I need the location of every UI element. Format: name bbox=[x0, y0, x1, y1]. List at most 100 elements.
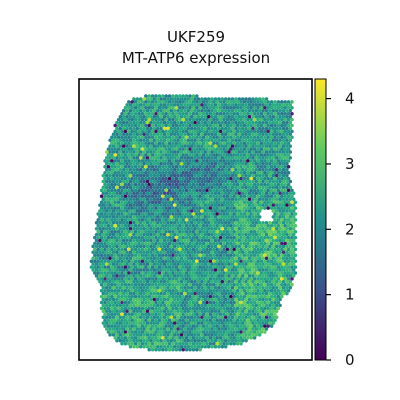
tissue-spot bbox=[154, 153, 158, 157]
tissue-spot bbox=[157, 111, 162, 116]
tissue-spot bbox=[123, 271, 128, 275]
tissue-spot bbox=[104, 162, 109, 166]
tissue-spot bbox=[285, 167, 289, 172]
tissue-spot bbox=[164, 147, 168, 151]
tissue-spot bbox=[212, 117, 216, 122]
tissue-spot bbox=[188, 342, 192, 346]
tissue-spot bbox=[178, 253, 182, 258]
tissue-spot bbox=[137, 147, 141, 151]
tissue-spot bbox=[230, 150, 235, 154]
tissue-spot bbox=[271, 132, 276, 137]
tissue-spot bbox=[254, 126, 259, 131]
tissue-spot bbox=[249, 123, 253, 128]
tissue-spot bbox=[210, 173, 214, 178]
tissue-spot bbox=[130, 212, 134, 216]
tissue-spot bbox=[171, 241, 175, 246]
tissue-spot bbox=[285, 191, 289, 196]
tissue-spot bbox=[176, 344, 180, 349]
tissue-spot bbox=[144, 294, 148, 299]
tissue-spot bbox=[223, 226, 228, 231]
tissue-spot bbox=[162, 215, 167, 219]
tissue-spot bbox=[256, 288, 260, 293]
tissue-spot bbox=[178, 117, 182, 122]
tissue-spot bbox=[120, 324, 124, 328]
tissue-spot bbox=[213, 303, 218, 308]
tissue-spot bbox=[276, 218, 281, 222]
tissue-spot bbox=[271, 197, 276, 201]
tissue-spot bbox=[193, 173, 197, 178]
tissue-spot bbox=[288, 250, 293, 255]
tissue-spot bbox=[125, 303, 129, 308]
tissue-spot bbox=[208, 194, 213, 199]
tissue-spot bbox=[225, 247, 230, 252]
tissue-spot bbox=[150, 277, 155, 281]
tissue-spot bbox=[138, 315, 143, 319]
tissue-spot bbox=[157, 123, 162, 128]
tissue-spot bbox=[152, 339, 157, 343]
tissue-spot bbox=[133, 277, 138, 281]
tissue-spot bbox=[128, 138, 133, 142]
tissue-spot bbox=[181, 294, 185, 299]
tissue-spot bbox=[195, 123, 199, 128]
tissue-spot bbox=[144, 312, 148, 317]
tissue-spot bbox=[189, 144, 194, 148]
tissue-spot bbox=[145, 150, 150, 154]
tissue-spot bbox=[176, 179, 180, 184]
tissue-spot bbox=[150, 288, 155, 293]
tissue-spot bbox=[171, 283, 175, 287]
tissue-spot bbox=[178, 170, 182, 175]
tissue-spot bbox=[261, 238, 265, 243]
tissue-spot bbox=[103, 224, 107, 228]
tissue-spot bbox=[191, 235, 196, 240]
tissue-spot bbox=[205, 235, 209, 240]
tissue-spot bbox=[225, 259, 230, 263]
tissue-spot bbox=[206, 285, 211, 290]
tissue-spot bbox=[263, 235, 267, 240]
tissue-spot bbox=[201, 188, 206, 193]
tissue-spot bbox=[222, 324, 226, 328]
tissue-spot bbox=[115, 244, 119, 249]
tissue-spot bbox=[205, 336, 209, 340]
tissue-spot bbox=[115, 238, 119, 243]
tissue-spot bbox=[249, 247, 253, 252]
tissue-spot bbox=[225, 129, 230, 134]
tissue-spot bbox=[206, 309, 211, 314]
tissue-spot bbox=[132, 250, 136, 255]
tissue-spot bbox=[237, 321, 242, 325]
tissue-spot bbox=[195, 100, 199, 104]
tissue-spot bbox=[244, 303, 248, 308]
tissue-spot bbox=[161, 300, 165, 305]
tissue-spot bbox=[232, 259, 236, 263]
chart-title-line-1: UKF259 bbox=[167, 28, 225, 46]
tissue-spot bbox=[210, 114, 214, 119]
tissue-spot bbox=[169, 291, 174, 296]
tissue-spot bbox=[256, 241, 260, 246]
tissue-spot bbox=[171, 324, 175, 328]
tissue-spot bbox=[273, 318, 277, 322]
tissue-spot bbox=[116, 135, 121, 140]
tissue-spot bbox=[210, 285, 214, 290]
tissue-spot bbox=[257, 215, 262, 219]
tissue-spot bbox=[223, 280, 228, 284]
tissue-spot bbox=[223, 126, 228, 131]
tissue-spot bbox=[113, 147, 117, 151]
tissue-spot bbox=[286, 265, 291, 269]
tissue-spot bbox=[268, 297, 272, 302]
tissue-spot bbox=[225, 218, 230, 222]
tissue-spot bbox=[196, 138, 201, 142]
tissue-spot bbox=[283, 265, 287, 269]
tissue-spot bbox=[166, 173, 170, 178]
tissue-spot bbox=[113, 324, 117, 328]
tissue-spot bbox=[111, 297, 116, 302]
tissue-spot bbox=[203, 226, 208, 231]
tissue-spot bbox=[103, 265, 107, 269]
tissue-spot bbox=[101, 274, 106, 278]
tissue-spot bbox=[94, 262, 99, 266]
tissue-spot bbox=[147, 253, 151, 258]
tissue-spot bbox=[174, 123, 179, 128]
tissue-spot bbox=[240, 262, 245, 266]
tissue-spot bbox=[215, 324, 219, 328]
tissue-spot bbox=[130, 129, 134, 134]
tissue-spot bbox=[200, 344, 204, 349]
tissue-spot bbox=[205, 271, 209, 275]
